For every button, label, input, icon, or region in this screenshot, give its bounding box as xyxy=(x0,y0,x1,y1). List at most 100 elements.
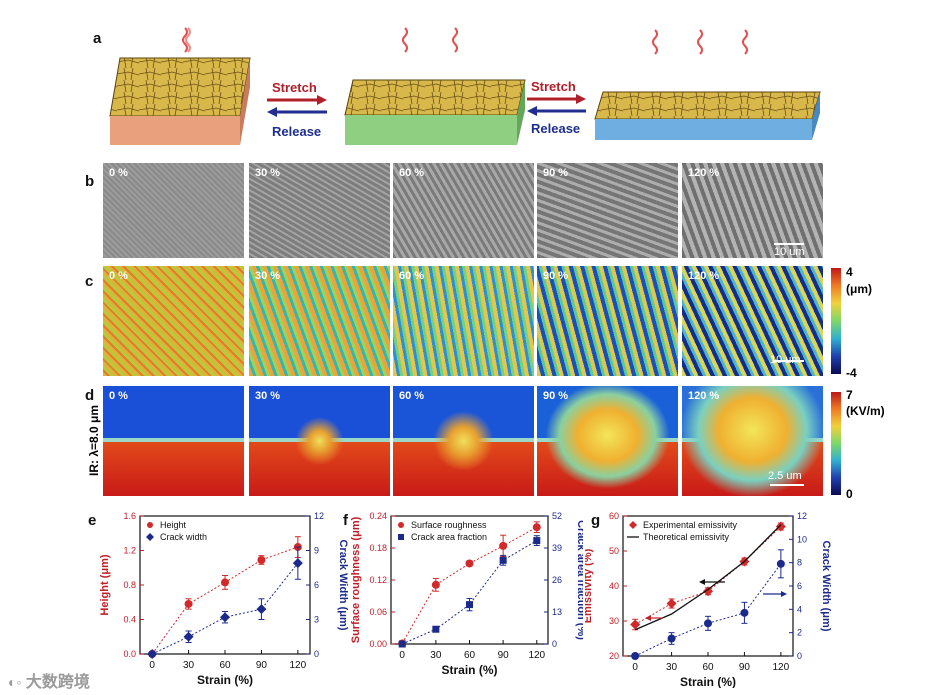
y2-tick-label: 12 xyxy=(314,511,324,521)
colorbar-max: 4 xyxy=(846,265,853,279)
y2-tick-label: 12 xyxy=(797,511,807,521)
colorbar-min: 0 xyxy=(846,487,853,501)
scale-bar-label: 2.5 um xyxy=(768,470,802,482)
ir-field-map-90: 90 % xyxy=(537,386,678,496)
x-tick-label: 120 xyxy=(773,662,790,673)
y2-axis-label: Crack Width (μm) xyxy=(337,540,349,631)
y-tick-label: 20 xyxy=(609,651,619,661)
legend-label: Surface roughness xyxy=(411,520,487,530)
data-point xyxy=(431,580,440,589)
y-axis-label: Surface roughness (μm) xyxy=(350,516,362,643)
y-tick-label: 0.4 xyxy=(123,615,136,625)
data-point xyxy=(631,652,640,660)
ir-field-map-0: 0 % xyxy=(103,386,244,496)
panel-letter-e: e xyxy=(88,512,97,529)
x-tick-label: 30 xyxy=(666,662,678,673)
legend-marker xyxy=(398,534,404,540)
data-point xyxy=(667,634,676,643)
sem-image-60: 60 % xyxy=(393,163,534,258)
left-arrow-icon xyxy=(699,579,705,585)
data-point xyxy=(147,649,158,659)
series-line xyxy=(634,563,782,657)
panel-letter-c: c xyxy=(85,273,94,290)
data-point xyxy=(704,619,712,628)
data-point xyxy=(630,619,641,630)
height-map-0: 0 % xyxy=(103,266,244,376)
y2-tick-label: 39 xyxy=(552,543,562,553)
stretch-arrow-1 xyxy=(267,95,327,105)
legend-marker xyxy=(146,533,154,541)
y2-tick-label: 2 xyxy=(797,628,802,638)
scale-bar xyxy=(770,484,804,486)
data-point xyxy=(292,558,303,569)
legend-label: Height xyxy=(160,520,187,530)
y2-tick-label: 6 xyxy=(314,580,319,590)
y2-tick-label: 4 xyxy=(797,604,802,614)
y2-tick-label: 0 xyxy=(797,651,802,661)
data-point xyxy=(776,559,785,568)
legend-label: Theoretical emissivity xyxy=(643,532,730,542)
y-axis-label: Height (μm) xyxy=(99,554,111,615)
x-tick-label: 60 xyxy=(702,662,714,673)
height-map-90: 90 % xyxy=(537,266,678,376)
scale-bar-label: 10 um xyxy=(774,246,805,258)
data-point xyxy=(740,608,749,617)
stretch-label-2: Stretch xyxy=(531,79,576,94)
y-tick-label: 40 xyxy=(609,581,619,591)
chart-e: 0 30 60 90 120 Strain (%) 0.0 0.4 0.8 1.2 1.6 0 3 6 9 1… xyxy=(99,511,349,687)
y-tick-label: 0.24 xyxy=(369,511,387,521)
legend-marker xyxy=(147,522,153,528)
y-tick-label: 0.12 xyxy=(369,575,387,585)
x-tick-label: 30 xyxy=(430,650,442,661)
y-tick-label: 1.2 xyxy=(123,546,136,556)
y2-tick-label: 0 xyxy=(314,649,319,659)
x-tick-label: 90 xyxy=(739,662,751,673)
legend-marker xyxy=(398,522,404,528)
data-point xyxy=(703,586,713,597)
legend-label: Crack area fraction xyxy=(411,532,487,542)
panel-letter-f: f xyxy=(343,512,348,529)
panel-letter-a: a xyxy=(93,30,102,47)
right-arrow-icon xyxy=(781,591,787,597)
legend-marker xyxy=(629,521,637,529)
y2-tick-label: 6 xyxy=(797,581,802,591)
x-tick-label: 0 xyxy=(632,662,638,673)
colorbar-unit: (μm) xyxy=(846,282,873,296)
sem-image-90: 90 % xyxy=(537,163,678,258)
panel-letter-g: g xyxy=(591,512,601,529)
data-point xyxy=(221,578,229,587)
series-line xyxy=(402,540,538,645)
data-point xyxy=(256,604,267,615)
ir-field-map-60: 60 % xyxy=(393,386,534,496)
x-tick-label: 30 xyxy=(183,660,195,671)
film-block-0 xyxy=(109,57,251,145)
panel-a-schematic xyxy=(109,27,821,145)
y2-axis-label: Crack Width (μm) xyxy=(820,541,832,632)
stretch-label-1: Stretch xyxy=(272,80,317,95)
data-point xyxy=(183,631,194,642)
release-arrow-2 xyxy=(527,106,586,116)
x-tick-label: 120 xyxy=(528,650,545,661)
left-arrow-icon xyxy=(645,615,651,621)
data-point xyxy=(257,555,266,564)
scale-bar xyxy=(774,243,804,245)
height-map-120: 120 % 10 um xyxy=(682,266,823,376)
y2-tick-label: 52 xyxy=(552,511,562,521)
y-tick-label: 1.6 xyxy=(123,511,136,521)
y-tick-label: 0.0 xyxy=(123,649,136,659)
sem-image-30: 30 % xyxy=(249,163,390,258)
x-tick-label: 0 xyxy=(399,650,405,661)
y-tick-label: 0.18 xyxy=(369,543,387,553)
y2-tick-label: 3 xyxy=(314,615,319,625)
height-map-30: 30 % xyxy=(249,266,390,376)
x-tick-label: 60 xyxy=(219,660,231,671)
ir-field-map-30: 30 % xyxy=(249,386,390,496)
y-tick-label: 60 xyxy=(609,511,619,521)
colorbar-unit: (KV/m) xyxy=(846,404,885,418)
y-tick-label: 0.06 xyxy=(369,607,387,617)
data-point xyxy=(465,559,474,568)
film-block-120 xyxy=(594,91,821,140)
scale-bar-label: 10 um xyxy=(770,354,801,366)
data-point xyxy=(532,523,541,532)
colorbar-height xyxy=(831,268,841,374)
